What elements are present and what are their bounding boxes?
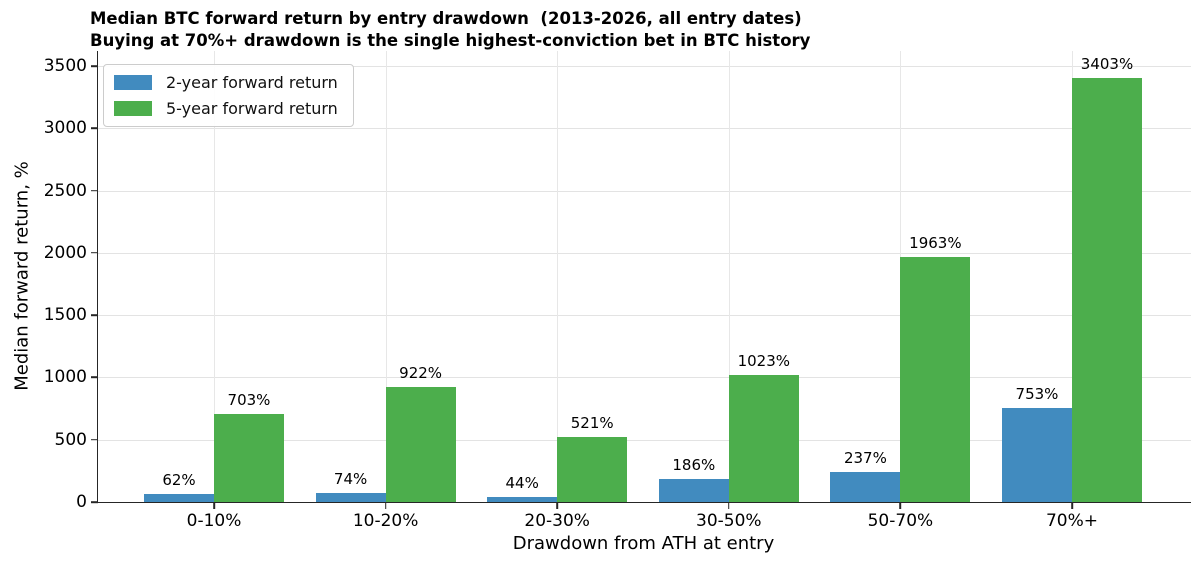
- bar-5yr-0-10%: [214, 414, 284, 502]
- bar-value-label-2yr-50-70%: 237%: [843, 449, 887, 468]
- legend: 2-year forward return 5-year forward ret…: [103, 64, 354, 127]
- y-tick-label-1000: 1000: [43, 367, 87, 388]
- x-tick-label-70%+: 70%+: [1045, 511, 1099, 531]
- y-tick-mark-3000: [91, 127, 98, 130]
- bar-5yr-50-70%: [900, 257, 971, 502]
- y-tick-mark-1500: [91, 314, 98, 316]
- plot-area: 2-year forward return 5-year forward ret…: [44, 51, 1191, 531]
- gridline-y-2500: [98, 190, 1191, 192]
- y-tick-label-500: 500: [54, 429, 87, 450]
- y-tick-label-1500: 1500: [43, 305, 87, 326]
- x-tick-mark-10-20%: [384, 502, 387, 509]
- y-tick-mark-2000: [91, 252, 98, 254]
- gridline-y-1000: [98, 377, 1191, 379]
- x-tick-label-30-50%: 30-50%: [696, 511, 762, 531]
- bar-2yr-30-50%: [658, 478, 729, 502]
- y-tick-mark-0: [91, 501, 98, 503]
- y-tick-mark-500: [91, 438, 98, 441]
- bar-value-label-2yr-20-30%: 44%: [505, 473, 539, 492]
- chart-title-line1: Median BTC forward return by entry drawd…: [90, 9, 802, 28]
- y-tick-mark-2500: [91, 189, 98, 192]
- chart-title-line2: Buying at 70%+ drawdown is the single hi…: [90, 30, 811, 50]
- bar-value-label-2yr-10-20%: 74%: [333, 469, 368, 488]
- x-tick-label-50-70%: 50-70%: [867, 511, 934, 531]
- bar-value-label-5yr-30-50%: 1023%: [737, 351, 791, 370]
- bar-2yr-0-10%: [144, 494, 214, 502]
- x-tick-mark-30-50%: [728, 502, 730, 509]
- x-tick-mark-70%+: [1071, 502, 1073, 509]
- bar-value-label-5yr-0-10%: 703%: [227, 391, 271, 410]
- gridline-y-3000: [98, 128, 1191, 130]
- gridline-y-1500: [98, 315, 1191, 317]
- x-tick-label-20-30%: 20-30%: [524, 511, 590, 531]
- x-tick-mark-50-70%: [899, 502, 902, 509]
- x-tick-label-0-10%: 0-10%: [186, 511, 242, 531]
- x-tick-mark-0-10%: [213, 502, 215, 509]
- y-axis-title: Median forward return, %: [11, 161, 33, 391]
- gridline-x-0-10%: [214, 51, 215, 502]
- gridline-y-3500: [98, 66, 1191, 67]
- bar-value-label-2yr-0-10%: 62%: [162, 471, 196, 490]
- legend-item-2yr: 2-year forward return: [114, 73, 338, 92]
- legend-swatch-2yr: [114, 75, 152, 90]
- y-tick-mark-1000: [91, 376, 98, 379]
- y-tick-label-3500: 3500: [43, 56, 87, 76]
- legend-item-5yr: 5-year forward return: [114, 99, 338, 118]
- y-tick-label-3000: 3000: [43, 118, 87, 139]
- bar-2yr-50-70%: [830, 472, 901, 502]
- y-tick-label-2500: 2500: [43, 180, 87, 201]
- gridline-y-500: [98, 439, 1191, 441]
- bar-5yr-10-20%: [385, 387, 456, 502]
- x-tick-mark-20-30%: [556, 502, 558, 509]
- gridline-x-10-20%: [385, 51, 387, 502]
- y-tick-label-2000: 2000: [43, 242, 87, 263]
- y-tick-mark-3500: [91, 65, 98, 67]
- bar-5yr-70%+: [1072, 78, 1142, 502]
- bar-value-label-5yr-20-30%: 521%: [570, 414, 614, 433]
- x-tick-label-10-20%: 10-20%: [352, 511, 419, 531]
- bar-5yr-30-50%: [728, 374, 799, 502]
- legend-swatch-5yr: [114, 101, 152, 116]
- chart-title: Median BTC forward return by entry drawd…: [90, 8, 810, 51]
- legend-label-5yr: 5-year forward return: [166, 99, 338, 118]
- bar-2yr-70%+: [1002, 408, 1072, 502]
- bar-value-label-5yr-70%+: 3403%: [1080, 55, 1134, 74]
- x-axis-title: Drawdown from ATH at entry: [512, 533, 775, 554]
- bar-value-label-2yr-30-50%: 186%: [672, 455, 716, 474]
- bar-2yr-10-20%: [315, 492, 386, 502]
- gridline-x-30-50%: [728, 51, 730, 502]
- bar-value-label-5yr-10-20%: 922%: [399, 364, 443, 383]
- legend-label-2yr: 2-year forward return: [166, 73, 338, 92]
- gridline-y-2000: [98, 252, 1191, 254]
- gridline-x-20-30%: [557, 51, 559, 502]
- bar-5yr-20-30%: [557, 437, 628, 502]
- bar-value-label-2yr-70%+: 753%: [1015, 385, 1059, 404]
- bar-value-label-5yr-50-70%: 1963%: [909, 234, 962, 253]
- y-tick-label-0: 0: [76, 492, 87, 512]
- bar-2yr-20-30%: [487, 496, 558, 502]
